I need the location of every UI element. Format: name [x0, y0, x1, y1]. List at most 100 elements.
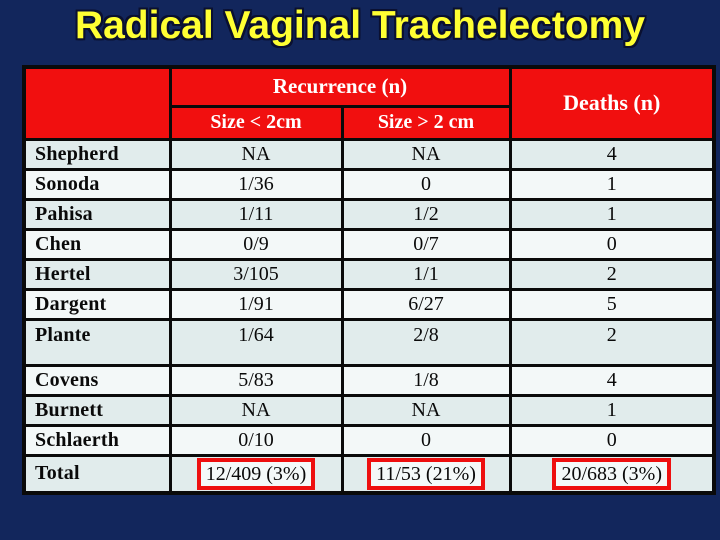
value-cell: 1/36	[168, 167, 344, 201]
cell-value: NA	[241, 142, 271, 165]
cell-value: 0/9	[243, 232, 269, 255]
corner-cell	[22, 65, 172, 141]
study-name-cell: Sonoda	[22, 167, 172, 201]
study-name-cell: Chen	[22, 227, 172, 261]
header-row-top: Recurrence (n) Deaths (n)	[22, 65, 716, 141]
value-cell: 2	[508, 317, 716, 367]
table-row: Dargent 1/91 6/27 5	[22, 287, 716, 321]
table-row: Schlaerth 0/10 0 0	[22, 423, 716, 457]
cell-value: 1	[606, 398, 617, 421]
cell-value: 0	[606, 428, 617, 451]
cell-value: 1/11	[238, 202, 274, 225]
study-name-cell: Total	[22, 453, 172, 494]
table-row: Burnett NA NA 1	[22, 393, 716, 427]
study-name-cell: Hertel	[22, 257, 172, 291]
cell-value: NA	[411, 398, 441, 421]
cell-value: 1/64	[238, 323, 274, 346]
total-highlight-box: 20/683 (3%)	[552, 457, 672, 490]
value-cell: 4	[508, 137, 716, 171]
value-cell: 1/64	[168, 317, 344, 367]
table-row: Pahisa 1/11 1/2 1	[22, 197, 716, 231]
table-body: Shepherd NA NA 4 Sonoda 1/36 0 1 Pahisa 1/11 1/2 1 C…	[22, 137, 716, 494]
value-cell: 0/10	[168, 423, 344, 457]
cell-value: 1/1	[413, 262, 439, 285]
cell-value: 1/91	[238, 292, 274, 315]
cell-value: 1/36	[238, 172, 274, 195]
study-name-cell: Plante	[22, 317, 172, 367]
value-cell: 11/53 (21%)	[340, 453, 512, 494]
value-cell: NA	[168, 393, 344, 427]
value-cell: 12/409 (3%)	[168, 453, 344, 494]
cell-value: 5	[606, 292, 617, 315]
value-cell: 2/8	[340, 317, 512, 367]
table-row: Chen 0/9 0/7 0	[22, 227, 716, 261]
cell-value: 2	[606, 262, 617, 285]
value-cell: NA	[340, 137, 512, 171]
table-row: Hertel 3/105 1/1 2	[22, 257, 716, 291]
study-name-cell: Pahisa	[22, 197, 172, 231]
value-cell: 1/1	[340, 257, 512, 291]
study-name-cell: Covens	[22, 363, 172, 397]
cell-value: 1/8	[413, 368, 439, 391]
table-row: Plante 1/64 2/8 2	[22, 317, 716, 367]
total-highlight-box: 12/409 (3%)	[196, 457, 316, 490]
value-cell: NA	[340, 393, 512, 427]
cell-value: 0	[421, 428, 431, 451]
cell-value: 2/8	[413, 323, 439, 346]
cell-value: 1	[606, 172, 617, 195]
study-name-cell: Shepherd	[22, 137, 172, 171]
value-cell: 2	[508, 257, 716, 291]
cell-value: 2	[606, 323, 617, 346]
value-cell: 0/7	[340, 227, 512, 261]
value-cell: 1	[508, 393, 716, 427]
value-cell: 1/91	[168, 287, 344, 321]
cell-value: 0/7	[413, 232, 439, 255]
value-cell: NA	[168, 137, 344, 171]
value-cell: 0	[508, 423, 716, 457]
value-cell: 0/9	[168, 227, 344, 261]
value-cell: 1/2	[340, 197, 512, 231]
cell-value: NA	[411, 142, 441, 165]
header-row-sub: Size < 2cm Size > 2 cm	[24, 104, 714, 141]
value-cell: 4	[508, 363, 716, 397]
table-row: Sonoda 1/36 0 1	[22, 167, 716, 201]
cell-value: 3/105	[233, 262, 279, 285]
cell-value: 5/83	[238, 368, 274, 391]
value-cell: 5/83	[168, 363, 344, 397]
slide-title: Radical Vaginal Trachelectomy	[74, 4, 646, 47]
cell-value: 1/2	[413, 202, 439, 225]
value-cell: 1/8	[340, 363, 512, 397]
study-name-cell: Schlaerth	[22, 423, 172, 457]
cell-value: 4	[606, 142, 617, 165]
value-cell: 1	[508, 167, 716, 201]
value-cell: 0	[340, 167, 512, 201]
value-cell: 6/27	[340, 287, 512, 321]
table-header: Recurrence (n) Deaths (n) Size < 2cm Siz…	[22, 65, 716, 141]
cell-value: 6/27	[408, 292, 444, 315]
table-row: Shepherd NA NA 4	[22, 137, 716, 171]
cell-value: NA	[241, 398, 271, 421]
table-row: Total 12/409 (3%) 11/53 (21%) 20/683 (3%)	[22, 453, 716, 494]
cell-value: 4	[606, 368, 617, 391]
value-cell: 0	[508, 227, 716, 261]
cell-value: 0/10	[238, 428, 274, 451]
col-header-recurrence: Recurrence (n)	[168, 65, 512, 108]
value-cell: 0	[340, 423, 512, 457]
value-cell: 1/11	[168, 197, 344, 231]
results-table: Recurrence (n) Deaths (n) Size < 2cm Siz…	[22, 65, 716, 495]
col-header-deaths: Deaths (n)	[508, 65, 716, 141]
value-cell: 20/683 (3%)	[508, 453, 716, 494]
col-header-size-gt-2cm: Size > 2 cm	[340, 104, 512, 141]
cell-value: 1	[606, 202, 617, 225]
total-highlight-box: 11/53 (21%)	[367, 457, 485, 490]
value-cell: 5	[508, 287, 716, 321]
value-cell: 3/105	[168, 257, 344, 291]
cell-value: 0	[421, 172, 431, 195]
col-header-size-lt-2cm: Size < 2cm	[168, 104, 344, 141]
study-name-cell: Burnett	[22, 393, 172, 427]
table-row: Covens 5/83 1/8 4	[22, 363, 716, 397]
study-name-cell: Dargent	[22, 287, 172, 321]
value-cell: 1	[508, 197, 716, 231]
cell-value: 0	[606, 232, 617, 255]
